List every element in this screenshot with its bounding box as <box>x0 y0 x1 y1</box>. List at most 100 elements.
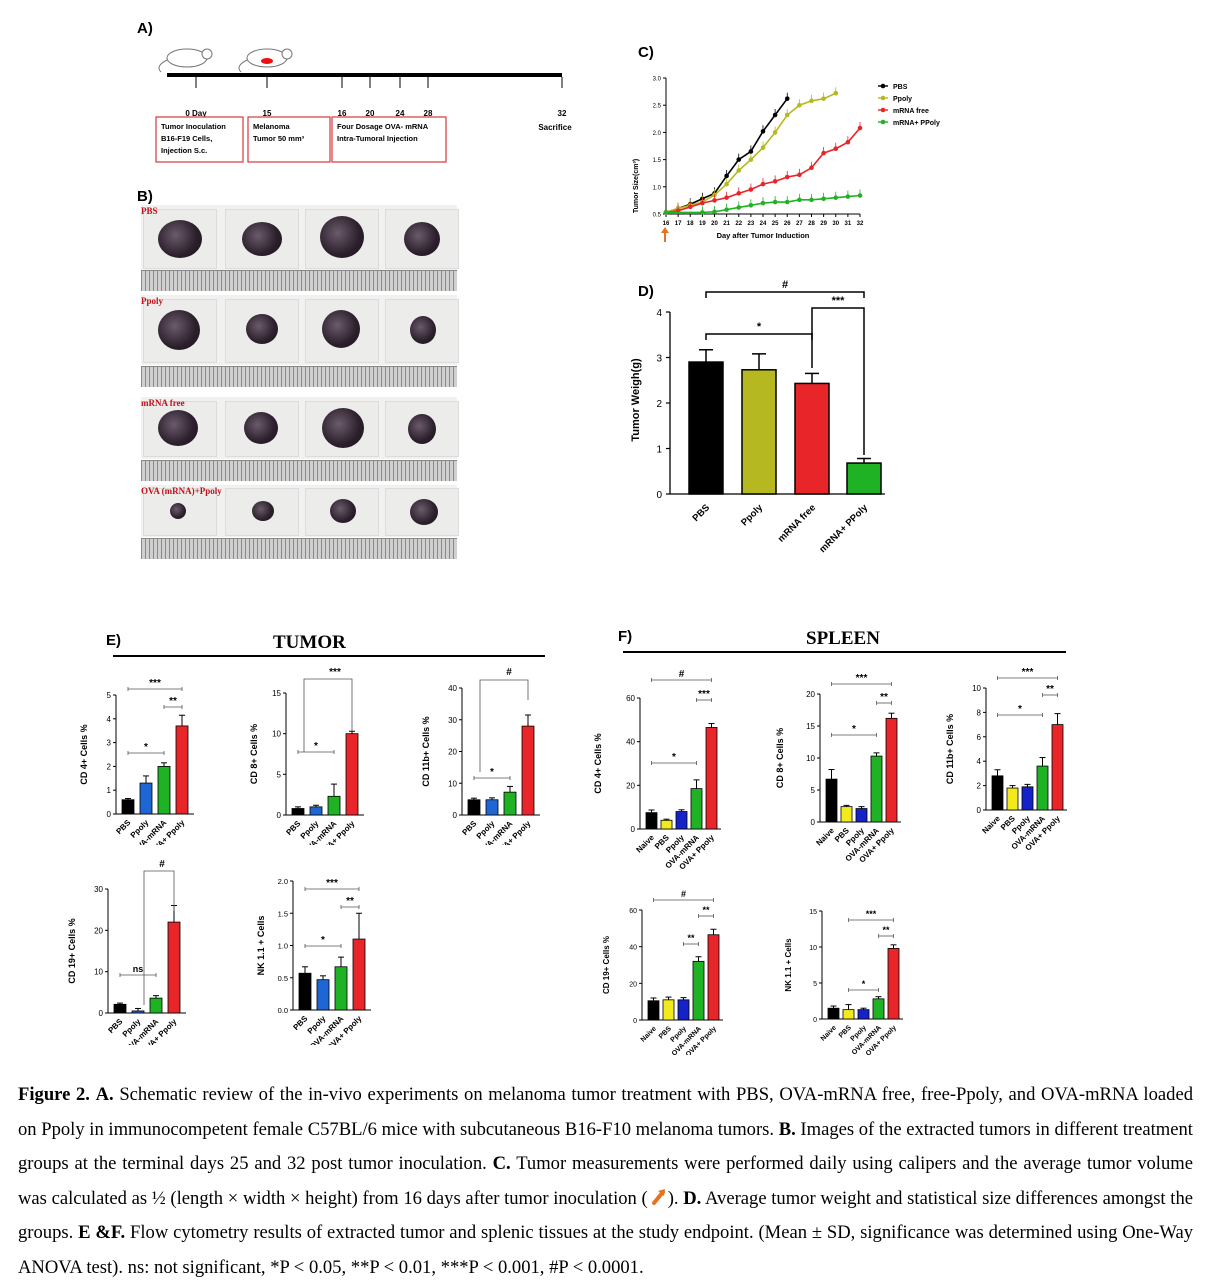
sig-label: * <box>862 979 866 989</box>
cd11b-tumor-chart: CD 11b+ Cells %010203040PBSPpolyOVA-mRNA… <box>421 667 540 845</box>
sig-label: *** <box>329 667 341 678</box>
tumor-weight-bar-chart: Tumor Weigh(g) 0 1 2 3 4 PBS Ppoly mRNA free mRN… <box>630 279 885 555</box>
day-24: 24 <box>396 109 405 118</box>
ytick-label: 40 <box>448 684 457 693</box>
caption-b-label: B. <box>778 1118 796 1140</box>
box3-line2: Intra-Tumoral Injection <box>337 134 418 143</box>
sig-label: *** <box>856 673 868 684</box>
ytick-label: 1.0 <box>278 942 288 951</box>
c-point <box>736 191 742 196</box>
ytick-label: 20 <box>94 926 103 935</box>
d-ytick-label: 4 <box>656 308 662 319</box>
bar <box>521 725 535 816</box>
bar <box>872 998 885 1020</box>
ytick-label: 1.5 <box>278 909 288 918</box>
c-point <box>833 195 839 200</box>
d-xtick-label: PBS <box>691 502 713 524</box>
bar <box>167 921 181 1014</box>
c-legend-marker <box>880 95 886 101</box>
panel-e-rule <box>113 655 545 657</box>
ytick-label: 4 <box>977 757 982 766</box>
c-point <box>712 209 717 215</box>
box1-line1: Tumor Inoculation <box>161 122 226 131</box>
day-15: 15 <box>263 109 272 118</box>
sig-label: * <box>490 767 494 778</box>
box1-line3: Injection S.c. <box>161 146 207 155</box>
box1-line2: B16-F19 Cells, <box>161 134 212 143</box>
c-point <box>857 125 863 131</box>
bar <box>1021 786 1034 811</box>
ytick-label: 10 <box>806 754 815 763</box>
c-xtick-label: 32 <box>857 221 864 227</box>
bar <box>1036 765 1049 811</box>
ruler <box>141 538 457 559</box>
ytick-label: 5 <box>277 770 282 779</box>
sig-label: ** <box>1046 684 1054 695</box>
ytick-label: 60 <box>626 694 635 703</box>
sig-label: * <box>672 752 676 763</box>
ytick-label: 20 <box>629 981 637 988</box>
c-xtick-label: 18 <box>687 221 694 227</box>
sig-label: # <box>679 669 685 680</box>
c-point <box>700 200 705 206</box>
ytick-label: 2 <box>977 782 982 791</box>
sig-label: ** <box>702 905 710 915</box>
bar <box>855 808 868 823</box>
sig-label: # <box>159 859 165 870</box>
bar <box>298 972 312 1011</box>
ytick-label: 10 <box>272 730 281 739</box>
c-point <box>736 157 742 162</box>
day-28: 28 <box>424 109 433 118</box>
ytick-label: 0 <box>277 811 282 820</box>
sig-label: ** <box>880 692 888 703</box>
cd8-tumor-chart: CD 8+ Cells %051015PBSPpolyOVA-mRNAOVA+ … <box>249 667 364 845</box>
c-xtick-label: 23 <box>748 221 755 227</box>
box3-line1: Four Dosage OVA- mRNA <box>337 122 429 131</box>
photo-row-mrna-free <box>141 397 459 459</box>
c-point <box>724 173 729 179</box>
bar <box>690 788 703 830</box>
group-label-pbs: PBS <box>141 206 158 216</box>
c-xtick-label: 21 <box>723 221 730 227</box>
caption-d-label: D. <box>683 1187 702 1209</box>
sig-label: *** <box>1022 667 1034 678</box>
figure-caption: Figure 2. A. Schematic review of the in-… <box>18 1084 1193 1278</box>
c-point <box>736 168 742 173</box>
c-ylabel: Tumor Size(cm³) <box>633 159 640 213</box>
sig-label: * <box>852 724 856 735</box>
d-xtick-label: mRNA free <box>776 502 818 544</box>
sig-bracket <box>303 678 353 752</box>
c-point <box>797 172 802 178</box>
ytick-label: 20 <box>626 781 635 790</box>
bar <box>309 806 323 816</box>
ytick-label: 0 <box>631 825 636 834</box>
cd19-tumor-chart: CD 19+ Cells %0102030PBSPpolyOVA-mRNAOVA… <box>67 859 186 1045</box>
sig-label: *** <box>866 909 877 919</box>
bar <box>131 1010 145 1014</box>
caption-c-label: C. <box>492 1153 511 1174</box>
bar <box>857 1009 870 1020</box>
bar <box>692 960 705 1021</box>
bar <box>842 1009 855 1020</box>
c-point <box>712 198 717 203</box>
bar <box>825 778 838 823</box>
ylabel: CD 8+ Cells % <box>775 728 785 788</box>
c-point <box>784 96 790 101</box>
ylabel: CD 19+ Cells % <box>602 936 611 994</box>
panel-f-label: F) <box>618 628 633 645</box>
ytick-label: 10 <box>448 779 457 788</box>
sig-label: *** <box>149 678 161 689</box>
c-point <box>724 181 729 187</box>
c-point <box>760 145 766 150</box>
c-xtick-label: 30 <box>832 221 839 227</box>
d-xtick-label: mRNA+ PPoly <box>817 502 870 555</box>
ylabel: CD 8+ Cells % <box>249 724 259 784</box>
sig-label: * <box>144 742 148 753</box>
sig-label: ** <box>882 925 890 935</box>
sig-label: ** <box>346 896 354 907</box>
day-16: 16 <box>338 109 347 118</box>
c-point <box>833 90 839 96</box>
c-legend-pbs: PBS <box>893 84 908 91</box>
ytick-label: 0 <box>633 1018 637 1025</box>
